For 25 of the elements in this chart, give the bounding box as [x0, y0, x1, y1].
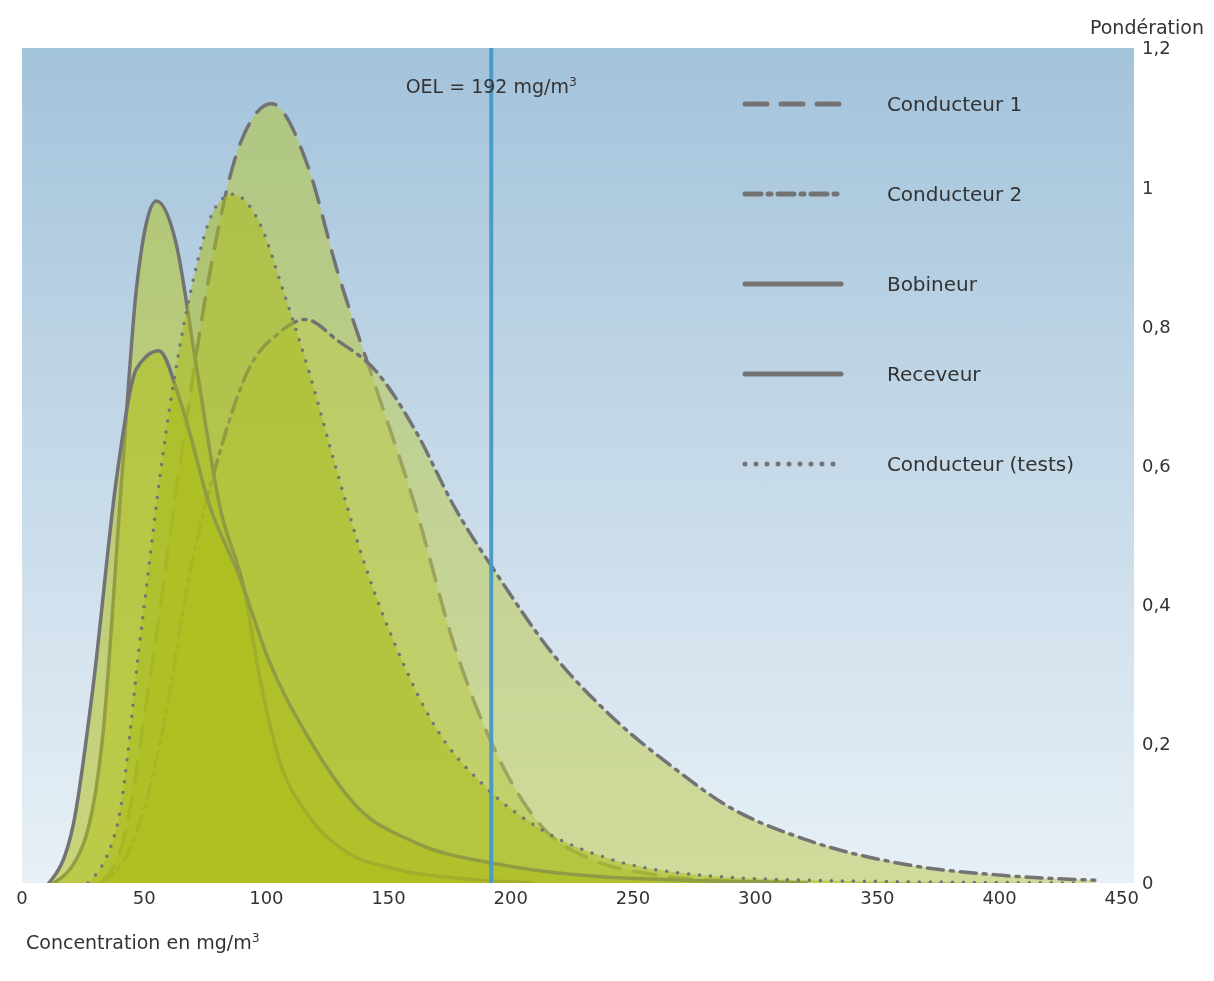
x-tick-label: 200: [493, 886, 528, 908]
x-tick-label: 250: [615, 886, 651, 908]
x-tick-label: 300: [738, 886, 773, 908]
x-tick-label: 50: [132, 886, 156, 908]
y-axis-title: Pondération: [1089, 16, 1204, 38]
x-tick-label: 350: [860, 886, 895, 908]
y-tick-label: 1,2: [1142, 37, 1171, 59]
x-tick-label: 0: [16, 886, 28, 908]
legend-label: Conducteur (tests): [886, 452, 1074, 476]
legend-label: Conducteur 2: [886, 182, 1023, 206]
x-axis-title: Concentration en mg/m$^{3}$: [26, 931, 260, 953]
y-tick-label: 0: [1142, 872, 1154, 894]
y-tick-label: 0,8: [1142, 315, 1171, 337]
y-tick-label: 0,4: [1142, 594, 1171, 616]
y-tick-label: 0,6: [1142, 454, 1171, 476]
legend-label: Bobineur: [886, 272, 977, 296]
x-tick-label: 450: [1104, 886, 1139, 908]
x-tick-label: 400: [982, 886, 1017, 908]
ref-line-label: OEL = 192 mg/m$^{3}$: [405, 75, 577, 97]
x-tick-label: 150: [371, 886, 406, 908]
legend-label: Conducteur 1: [886, 92, 1023, 116]
y-tick-label: 1: [1142, 176, 1154, 198]
legend-label: Receveur: [886, 362, 981, 386]
x-tick-label: 100: [249, 886, 284, 908]
y-tick-label: 0,2: [1142, 733, 1171, 755]
